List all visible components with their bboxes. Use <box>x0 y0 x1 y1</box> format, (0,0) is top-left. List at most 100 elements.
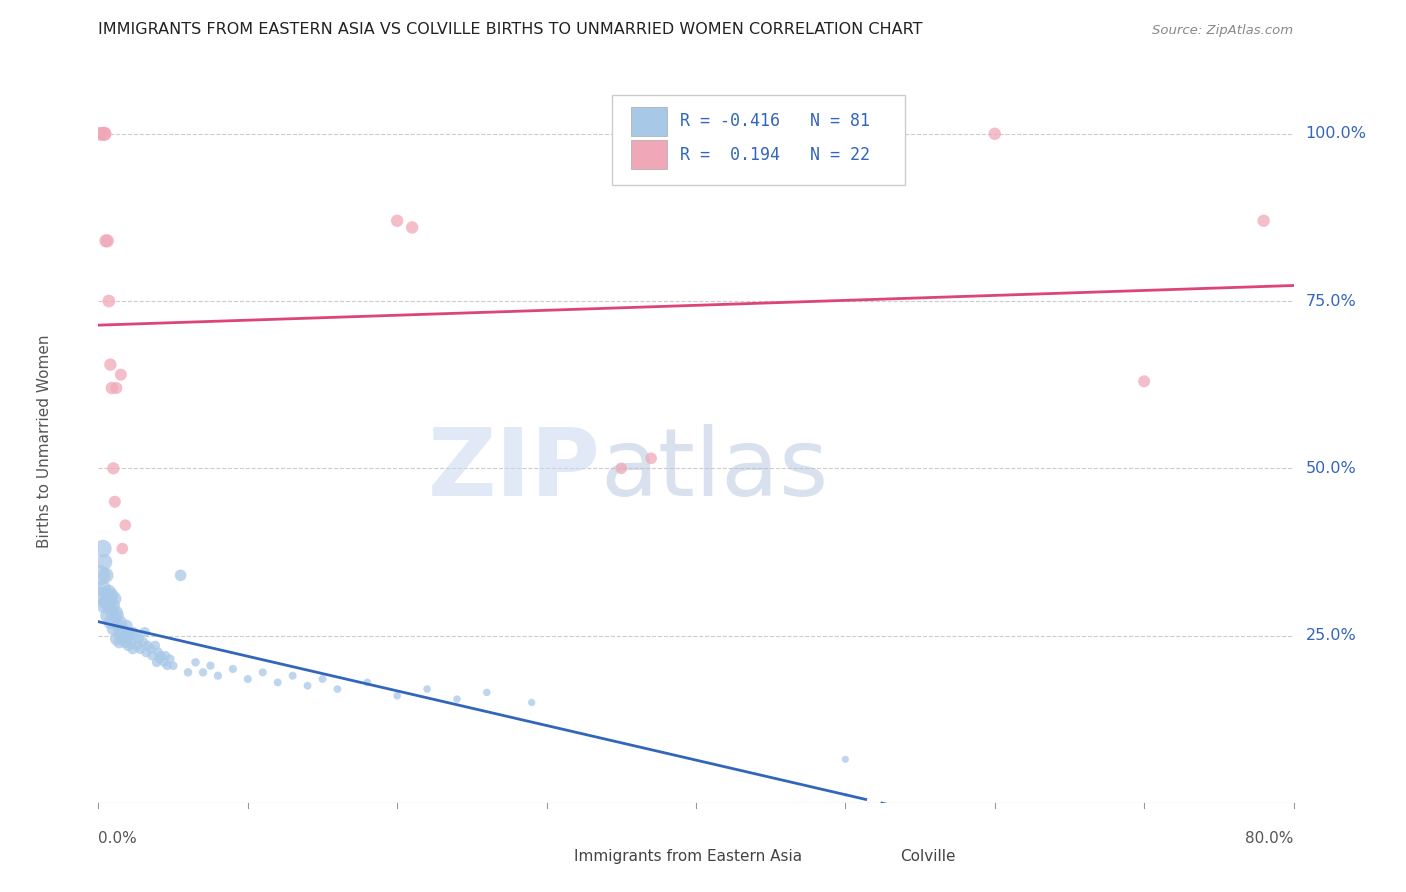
Point <box>101 605 124 619</box>
Point <box>117 625 139 640</box>
Point <box>108 625 131 640</box>
Point <box>356 675 378 690</box>
Point <box>98 591 122 606</box>
Point <box>162 658 184 673</box>
FancyBboxPatch shape <box>533 843 567 871</box>
Point <box>105 605 128 619</box>
Text: IMMIGRANTS FROM EASTERN ASIA VS COLVILLE BIRTHS TO UNMARRIED WOMEN CORRELATION C: IMMIGRANTS FROM EASTERN ASIA VS COLVILLE… <box>98 22 922 37</box>
Point <box>150 648 173 663</box>
Point <box>267 675 290 690</box>
Point <box>169 568 191 582</box>
Point <box>103 461 125 475</box>
Point <box>184 655 207 669</box>
Point <box>104 612 127 626</box>
Point <box>120 635 142 649</box>
Point <box>127 639 149 653</box>
Point <box>117 639 139 653</box>
Text: 75.0%: 75.0% <box>1306 293 1357 309</box>
Point <box>129 642 152 657</box>
Point <box>97 599 120 613</box>
Point <box>984 127 1007 141</box>
Point <box>281 669 304 683</box>
Point <box>96 589 118 603</box>
Text: Births to Unmarried Women: Births to Unmarried Women <box>37 334 52 549</box>
Point <box>94 595 117 609</box>
Point <box>141 648 163 663</box>
Point <box>139 642 162 657</box>
Point <box>91 582 114 596</box>
Point <box>104 494 127 508</box>
Text: Source: ZipAtlas.com: Source: ZipAtlas.com <box>1153 24 1294 37</box>
Point <box>108 635 131 649</box>
Point <box>520 696 543 710</box>
Text: 100.0%: 100.0% <box>1306 127 1367 141</box>
Point <box>446 692 468 706</box>
Point <box>159 652 181 666</box>
Text: R = -0.416   N = 81: R = -0.416 N = 81 <box>681 112 870 130</box>
Point <box>177 665 200 680</box>
Point <box>93 127 115 141</box>
Point <box>105 381 128 395</box>
Point <box>297 679 319 693</box>
Point <box>93 599 115 613</box>
Point <box>156 658 179 673</box>
Point <box>1133 375 1156 389</box>
Point <box>110 628 132 642</box>
Point <box>91 127 114 141</box>
Point <box>110 615 132 630</box>
Text: atlas: atlas <box>600 425 828 516</box>
Point <box>112 625 135 640</box>
Point <box>104 591 127 606</box>
Text: Colville: Colville <box>900 849 956 864</box>
Point <box>93 555 115 569</box>
Point <box>610 461 633 475</box>
Point <box>311 672 333 686</box>
Point <box>107 608 129 623</box>
Point <box>149 652 172 666</box>
Point <box>93 127 115 141</box>
Point <box>145 655 167 669</box>
Point <box>135 645 157 659</box>
Point <box>114 635 136 649</box>
Point <box>94 234 117 248</box>
Point <box>98 358 122 372</box>
Point <box>105 632 128 646</box>
Point <box>91 541 114 556</box>
Point <box>326 681 349 696</box>
FancyBboxPatch shape <box>613 95 905 185</box>
Point <box>153 655 176 669</box>
Text: Immigrants from Eastern Asia: Immigrants from Eastern Asia <box>574 849 803 864</box>
Point <box>110 368 132 382</box>
Point <box>475 685 498 699</box>
Point <box>385 214 409 228</box>
Point <box>118 628 141 642</box>
Point <box>103 622 125 636</box>
Point <box>132 635 155 649</box>
Point <box>98 615 122 630</box>
Point <box>121 625 143 640</box>
Point <box>222 662 245 676</box>
Point <box>96 234 118 248</box>
Point <box>640 451 662 466</box>
Point <box>103 599 125 613</box>
Point <box>94 568 117 582</box>
Point <box>89 568 111 582</box>
Point <box>111 632 134 646</box>
Point <box>252 665 274 680</box>
Text: 25.0%: 25.0% <box>1306 628 1357 643</box>
Text: 80.0%: 80.0% <box>1246 831 1294 846</box>
Point <box>121 642 143 657</box>
Point <box>111 622 134 636</box>
Point <box>191 665 214 680</box>
Text: 0.0%: 0.0% <box>98 831 138 846</box>
Point <box>96 608 118 623</box>
Point <box>90 589 112 603</box>
Point <box>155 648 177 663</box>
FancyBboxPatch shape <box>859 843 893 871</box>
FancyBboxPatch shape <box>631 107 668 136</box>
Point <box>200 658 222 673</box>
Point <box>115 632 138 646</box>
Point <box>236 672 259 686</box>
Point <box>134 625 156 640</box>
Point <box>97 585 120 599</box>
